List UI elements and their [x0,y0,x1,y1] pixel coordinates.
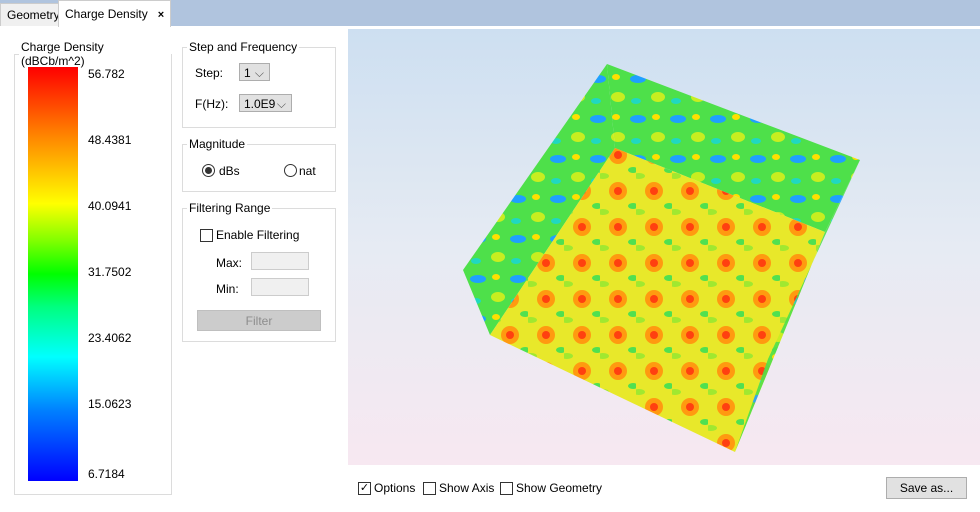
cube-left-face [463,64,615,335]
step-label: Step: [195,66,224,80]
min-input[interactable] [251,278,309,296]
tab-bar: Geometry Charge Density × [0,0,980,27]
scale-tick: 40.0941 [88,199,132,213]
filter-button[interactable]: Filter [197,310,321,331]
options-checkbox[interactable]: ✓ [358,482,371,495]
tab-charge-density[interactable]: Charge Density × [58,0,172,27]
frequency-select[interactable]: 1.0E9 ⌵ [239,94,292,112]
max-input[interactable] [251,252,309,270]
dbs-radio[interactable] [202,164,215,177]
show-axis-checkbox[interactable] [423,482,436,495]
show-geometry-checkbox[interactable] [500,482,513,495]
cube-inner-face [490,148,825,452]
frequency-value: 1.0E9 [244,97,276,111]
show-geometry-label: Show Geometry [516,481,603,495]
max-label: Max: [216,256,243,270]
scale-tick: 15.0623 [88,397,132,411]
tab-label: Geometry [7,8,60,22]
nat-radio[interactable] [284,164,297,177]
step-frequency-group: Step and Frequency [182,40,336,128]
filtering-group: Filtering Range [182,201,336,342]
3d-viewport[interactable] [348,29,980,465]
scale-tick: 23.4062 [88,331,132,345]
chevron-down-icon: ⌵ [254,66,264,80]
magnitude-group: Magnitude [182,137,336,192]
scale-tick: 31.7502 [88,265,132,279]
step-value: 1 [244,66,251,80]
save-as-button[interactable]: Save as... [886,477,967,499]
frequency-label: F(Hz): [195,97,229,111]
show-axis-label: Show Axis [439,481,495,495]
step-select[interactable]: 1 ⌵ [239,63,270,81]
group-title: Filtering Range [189,201,271,215]
scale-tick: 56.782 [88,67,125,81]
nat-label: nat [299,164,316,178]
dbs-label: dBs [219,164,240,178]
min-label: Min: [216,282,239,296]
cube-top-face [607,64,860,232]
enable-filtering-label: Enable Filtering [216,228,300,242]
legend-title: Charge Density (dBCb/m^2) [21,40,104,68]
chevron-down-icon: ⌵ [276,97,286,111]
group-title: Magnitude [189,137,246,151]
options-label: Options [374,481,416,495]
tab-label: Charge Density [65,7,148,21]
color-scale-bar [28,67,78,481]
charge-density-cube [463,64,860,452]
scale-tick: 48.4381 [88,133,132,147]
enable-filtering-checkbox[interactable] [200,229,213,242]
close-icon[interactable]: × [157,9,165,21]
scale-tick: 6.7184 [88,467,125,481]
tab-geometry[interactable]: Geometry [0,3,67,26]
group-title: Step and Frequency [189,40,298,54]
legend-panel: Charge Density (dBCb/m^2) [14,40,172,495]
